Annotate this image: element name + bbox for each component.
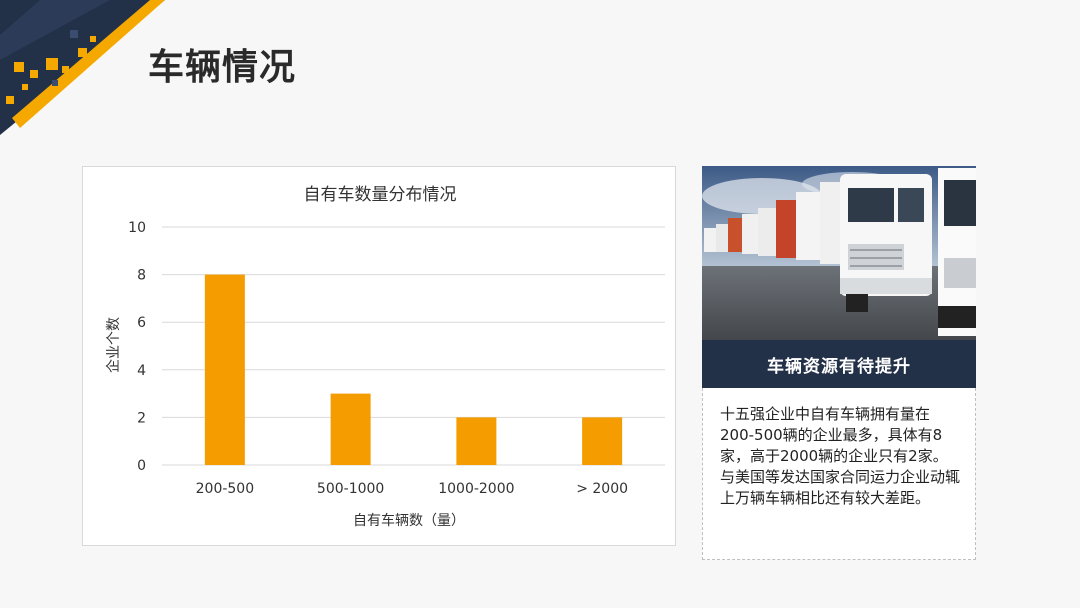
bar-200-500: [204, 274, 245, 465]
description-text: 十五强企业中自有车辆拥有量在200-500辆的企业最多，具体有8家，高于2000…: [720, 405, 961, 507]
corner-decoration: [0, 0, 165, 135]
y-tick-label: 2: [137, 410, 146, 426]
chart-title: 自有车数量分布情况: [304, 185, 457, 205]
bar-500-1000: [330, 393, 371, 465]
description-box: 十五强企业中自有车辆拥有量在200-500辆的企业最多，具体有8家，高于2000…: [702, 388, 976, 560]
bar-1000-2000: [456, 417, 497, 465]
truck-fleet-photo: [702, 166, 976, 340]
x-tick-label: 200-500: [196, 481, 255, 497]
x-axis-label: 自有车辆数（量）: [353, 512, 465, 529]
chart-panel: 自有车数量分布情况 0 2 4 6 8 10 200-500 500-1000 1000-20…: [82, 166, 676, 546]
x-tick-label: 1000-2000: [438, 481, 514, 497]
x-tick-label: 500-1000: [317, 481, 384, 497]
y-tick-label: 6: [137, 315, 146, 331]
x-tick-label: > 2000: [576, 481, 628, 497]
y-axis-label: 企业个数: [105, 317, 122, 373]
page-title: 车辆情况: [148, 47, 297, 88]
bar-chart: 自有车数量分布情况 0 2 4 6 8 10 200-500 500-1000 1000-20…: [105, 185, 665, 529]
y-tick-label: 0: [137, 458, 146, 474]
photo-caption: 车辆资源有待提升: [702, 340, 976, 388]
y-tick-label: 4: [137, 363, 146, 379]
truck-fleet-icon: [702, 166, 976, 340]
y-tick-label: 8: [137, 268, 146, 284]
bar-2000: [582, 417, 623, 465]
y-tick-label: 10: [128, 220, 146, 236]
